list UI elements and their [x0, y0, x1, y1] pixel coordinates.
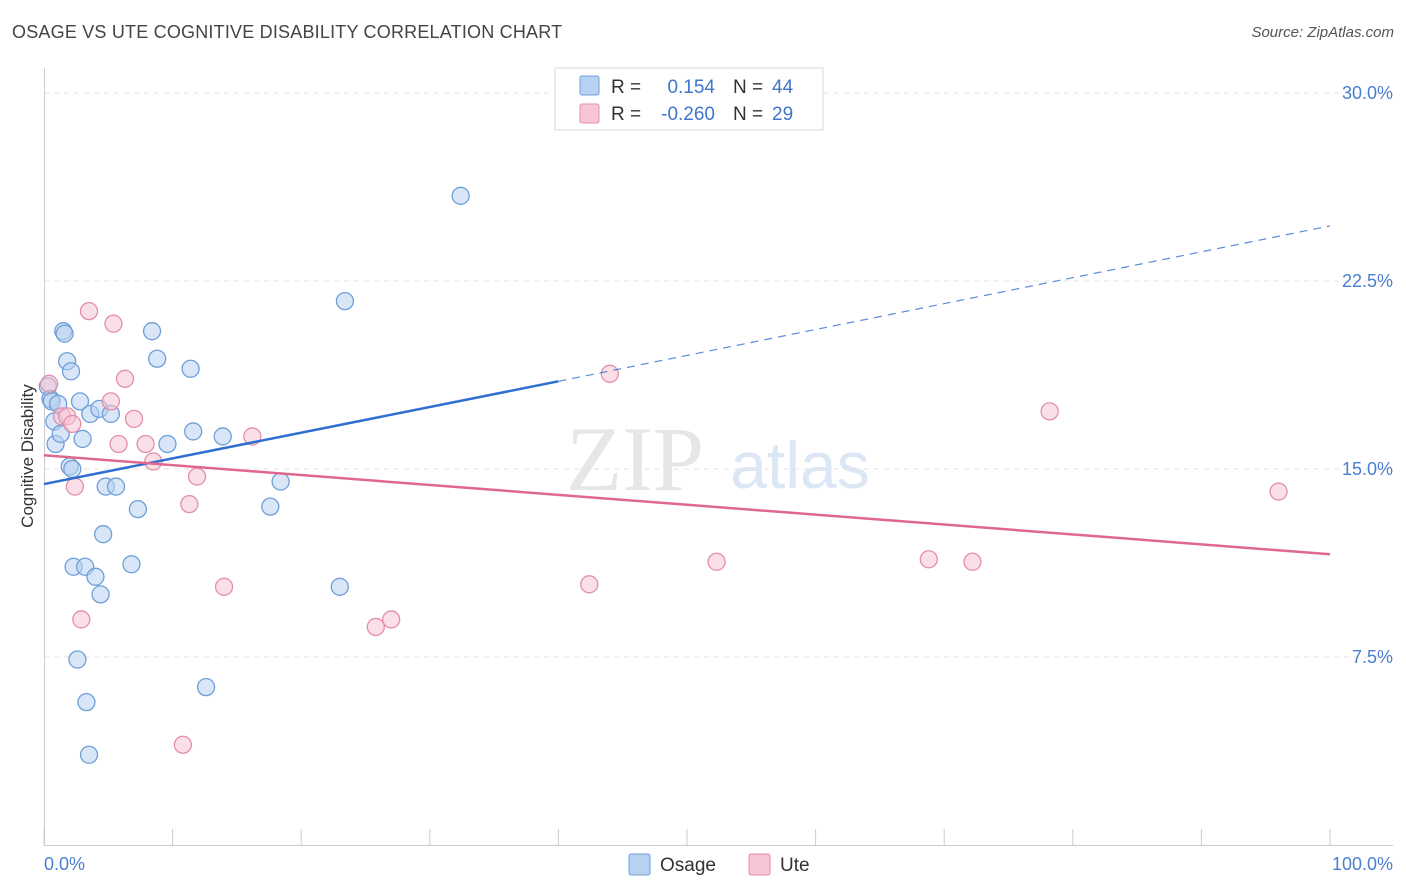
- ute-n-value: 29: [772, 104, 793, 125]
- legend-ute-swatch: [748, 853, 771, 876]
- trend-lines: [43, 225, 1331, 556]
- osage-point: [94, 525, 113, 544]
- osage-point: [63, 459, 82, 479]
- y-axis-tick-labels: 7.5% 15.0% 22.5% 30.0%: [1342, 83, 1393, 667]
- legend-ute-label: Ute: [780, 855, 810, 876]
- watermark-zip: ZIP: [566, 408, 704, 510]
- osage-point: [70, 392, 90, 411]
- series-legend: Osage Ute: [628, 853, 810, 876]
- ute-point: [963, 552, 982, 571]
- osage-point: [77, 692, 96, 712]
- ute-point: [180, 494, 199, 514]
- ute-point: [136, 434, 155, 454]
- osage-point: [61, 362, 81, 381]
- osage-point: [184, 422, 203, 441]
- ute-point: [173, 735, 193, 754]
- ute-n-label: N =: [733, 104, 763, 125]
- ute-point: [580, 575, 599, 594]
- ute-point: [72, 610, 91, 629]
- ute-point: [115, 369, 135, 388]
- data-points: [38, 186, 1288, 764]
- osage-point: [213, 427, 232, 446]
- legend-osage-label: Osage: [660, 855, 716, 876]
- stats-legend-box: [554, 67, 824, 131]
- ute-point: [109, 434, 128, 454]
- osage-point: [106, 477, 126, 496]
- osage-point: [142, 322, 162, 341]
- source-credit: Source: ZipAtlas.com: [1251, 24, 1394, 41]
- x-tick-label-min: 0.0%: [44, 854, 85, 874]
- osage-r-label: R =: [611, 77, 641, 98]
- osage-point: [91, 585, 110, 604]
- osage-trend-extension: [558, 225, 1331, 382]
- legend-osage-swatch: [628, 853, 651, 876]
- osage-point: [271, 472, 290, 491]
- osage-point: [122, 555, 141, 574]
- ute-r-label: R =: [611, 104, 641, 125]
- osage-point: [196, 677, 216, 697]
- ute-point: [1040, 402, 1059, 421]
- osage-point: [128, 499, 148, 519]
- y-tick-label: 30.0%: [1342, 83, 1393, 103]
- ute-point: [1269, 482, 1288, 501]
- x-axis-ticks: [43, 829, 1331, 845]
- ute-stats-swatch: [579, 103, 600, 124]
- osage-point: [181, 359, 200, 378]
- osage-point: [330, 577, 349, 596]
- ute-point: [600, 364, 619, 383]
- ute-point: [79, 301, 99, 321]
- ute-point: [214, 577, 234, 596]
- ute-point: [382, 610, 401, 629]
- osage-r-value: 0.154: [667, 77, 715, 98]
- watermark-atlas: atlas: [730, 428, 869, 502]
- osage-n-value: 44: [772, 77, 794, 98]
- stats-legend: R = 0.154 N = 44 R = -0.260 N = 29: [554, 67, 824, 131]
- ute-point: [101, 392, 121, 411]
- ute-r-value: -0.260: [661, 104, 715, 125]
- ute-point: [366, 617, 385, 637]
- ute-point: [63, 414, 82, 434]
- chart-title: OSAGE VS UTE COGNITIVE DISABILITY CORREL…: [12, 22, 563, 42]
- osage-point: [158, 434, 177, 454]
- ute-point: [39, 374, 59, 393]
- osage-n-label: N =: [733, 77, 763, 98]
- osage-stats-swatch: [579, 75, 600, 96]
- ute-point: [124, 409, 144, 429]
- osage-point: [335, 291, 355, 311]
- osage-trend-line: [43, 380, 559, 486]
- ute-point: [707, 552, 726, 571]
- osage-point: [451, 186, 470, 205]
- ute-trend-line: [43, 454, 1331, 556]
- osage-point: [73, 429, 92, 449]
- osage-point: [55, 324, 74, 343]
- osage-point: [261, 497, 280, 516]
- osage-point: [86, 567, 105, 586]
- ute-point: [919, 550, 938, 569]
- osage-point: [79, 745, 99, 764]
- gridlines: [44, 92, 1393, 658]
- y-tick-label: 15.0%: [1342, 459, 1393, 479]
- ute-point: [187, 467, 207, 486]
- ute-point: [104, 314, 123, 333]
- osage-point: [148, 349, 167, 368]
- y-tick-label: 22.5%: [1342, 271, 1393, 291]
- x-tick-label-max: 100.0%: [1332, 854, 1393, 874]
- y-tick-label: 7.5%: [1352, 647, 1393, 667]
- ute-point: [65, 477, 85, 496]
- osage-point: [68, 650, 87, 669]
- y-axis-label: Cognitive Disability: [18, 384, 37, 528]
